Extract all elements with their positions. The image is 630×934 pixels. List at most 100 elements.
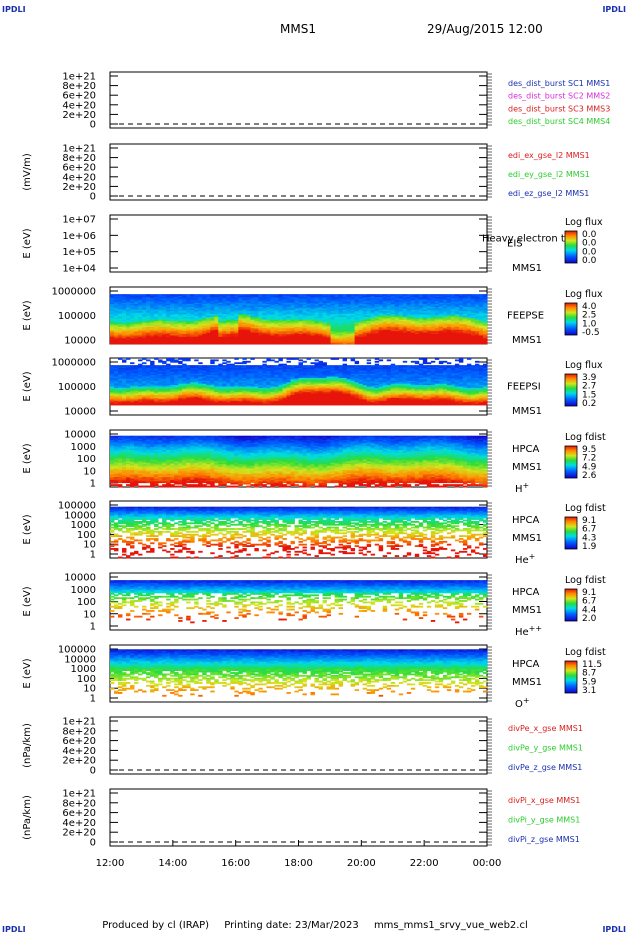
heatmap-cell (134, 295, 139, 298)
heatmap-cell (170, 321, 175, 324)
heatmap-cell (322, 298, 327, 301)
heatmap-cell (470, 329, 476, 332)
heatmap-cell (470, 298, 476, 301)
heatmap-cell (474, 335, 480, 338)
heatmap-cell (154, 312, 159, 315)
heatmap-cell (422, 338, 428, 341)
heatmap-cell (202, 325, 207, 328)
heatmap-cell (374, 296, 380, 299)
heatmap-cell (286, 312, 291, 315)
heatmap-cell (358, 328, 364, 331)
heatmap-cell (382, 329, 388, 332)
heatmap-cell (410, 315, 416, 318)
heatmap-cell (126, 301, 131, 304)
heatmap-cell (170, 314, 175, 316)
heatmap-cell (330, 304, 335, 306)
heatmap-cell (398, 321, 404, 324)
heatmap-cell (410, 335, 416, 338)
heatmap-cell (430, 334, 436, 336)
heatmap-cell (150, 295, 155, 298)
heatmap-cell (394, 322, 400, 325)
heatmap-cell (194, 301, 199, 304)
heatmap-cell (134, 308, 139, 311)
heatmap-cell (282, 306, 287, 309)
heatmap-cell (418, 331, 424, 334)
heatmap-cell (382, 304, 388, 306)
heatmap-cell (118, 396, 123, 399)
heatmap-cell (266, 316, 271, 319)
heatmap-cell (174, 325, 179, 328)
heatmap-cell (114, 376, 119, 379)
heatmap-cell (438, 342, 444, 345)
heatmap-cell (126, 367, 131, 370)
heatmap-cell (178, 324, 183, 326)
heatmap-cell (230, 309, 235, 312)
heatmap-cell (186, 341, 191, 343)
heatmap-cell (446, 296, 452, 299)
heatmap-cell (330, 316, 335, 319)
heatmap-cell (290, 295, 295, 298)
heatmap-cell (126, 308, 131, 311)
heatmap-cell (446, 316, 452, 319)
heatmap-cell (426, 342, 432, 345)
heatmap-cell (438, 318, 444, 321)
heatmap-cell (410, 316, 416, 319)
heatmap-cell (278, 312, 283, 315)
heatmap-cell (374, 316, 380, 319)
heatmap-cell (406, 341, 412, 343)
heatmap-cell (274, 329, 279, 332)
heatmap-cell (446, 314, 452, 316)
heatmap-cell (122, 386, 127, 389)
heatmap-cell (142, 321, 147, 324)
heatmap-cell (130, 329, 135, 332)
heatmap-cell (358, 298, 364, 301)
heatmap-cell (362, 335, 368, 338)
heatmap-cell (122, 311, 127, 314)
heatmap-cell (234, 318, 239, 321)
heatmap-cell (374, 315, 380, 318)
heatmap-cell (326, 296, 331, 299)
heatmap-cell (414, 299, 420, 302)
heatmap-cell (298, 319, 303, 322)
heatmap-cell (350, 298, 356, 301)
heatmap-cell (394, 298, 400, 301)
heatmap-cell (286, 311, 291, 314)
heatmap-cell (386, 342, 392, 345)
heatmap-cell (302, 342, 307, 345)
heatmap-cell (166, 324, 171, 326)
heatmap-cell (110, 369, 115, 372)
heatmap-cell (178, 331, 183, 334)
heatmap-cell (302, 335, 307, 338)
heatmap-cell (334, 299, 340, 302)
heatmap-cell (306, 306, 311, 309)
heatmap-cell (198, 299, 203, 302)
heatmap-cell (202, 314, 207, 316)
heatmap-cell (434, 318, 440, 321)
heatmap-cell (178, 336, 183, 339)
heatmap-cell (178, 342, 183, 345)
heatmap-cell (422, 336, 428, 339)
heatmap-cell (262, 332, 267, 335)
heatmap-cell (194, 306, 199, 309)
heatmap-cell (458, 339, 464, 342)
heatmap-cell (134, 316, 139, 319)
heatmap-cell (210, 332, 215, 335)
heatmap-cell (110, 370, 115, 373)
heatmap-cell (194, 338, 199, 341)
heatmap-cell (342, 296, 348, 299)
heatmap-cell (446, 338, 452, 341)
heatmap-cell (410, 305, 416, 308)
heatmap-cell (226, 302, 231, 305)
heatmap-cell (218, 331, 223, 334)
heatmap-cell (386, 302, 392, 305)
heatmap-cell (274, 339, 279, 342)
heatmap-cell (286, 360, 291, 363)
heatmap-cell (382, 319, 388, 322)
heatmap-cell (278, 298, 283, 301)
heatmap-cell (298, 328, 303, 331)
heatmap-cell (306, 299, 311, 302)
heatmap-cell (382, 325, 388, 328)
heatmap-cell (162, 318, 167, 321)
heatmap-cell (298, 325, 303, 328)
heatmap-cell (154, 304, 159, 306)
